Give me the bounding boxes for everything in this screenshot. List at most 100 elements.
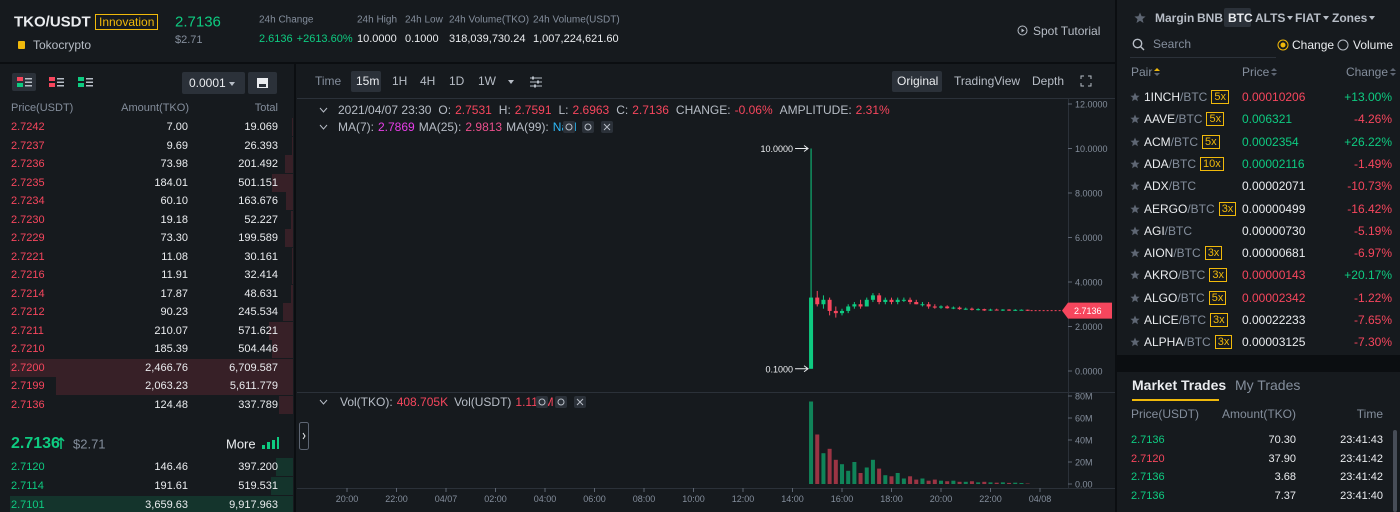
ohlc-time: 2021/04/07 23:30	[338, 103, 432, 117]
trade-price: 2.7136	[1131, 489, 1165, 502]
pair-cell[interactable]: AKRO/BTC 3x	[1144, 268, 1227, 283]
x-tick-label: 04:00	[534, 494, 557, 504]
ma-tool[interactable]	[563, 121, 575, 133]
pair-name: TKO/USDT	[14, 13, 91, 31]
column-header: Price(USDT)	[1131, 407, 1199, 421]
book-total: 519.531	[238, 480, 278, 492]
favorite-star[interactable]	[1130, 315, 1140, 325]
interval-button[interactable]: 4H	[420, 74, 436, 88]
indicator-settings[interactable]	[529, 75, 543, 88]
interval-button[interactable]: 1W	[478, 74, 496, 88]
book-price: 2.7211	[11, 324, 44, 337]
radio[interactable]	[1337, 39, 1349, 51]
favorite-star[interactable]	[1130, 270, 1140, 280]
volume-tool[interactable]	[574, 396, 586, 408]
trade-price: 2.7120	[1131, 452, 1165, 465]
trades-tab[interactable]: Market Trades	[1132, 377, 1227, 393]
search-underline	[1130, 57, 1276, 58]
favorites[interactable]	[1134, 12, 1146, 24]
pair-cell[interactable]: 1INCH/BTC 5x	[1144, 90, 1229, 104]
book-settings[interactable]	[248, 72, 277, 94]
ma-tool[interactable]	[582, 121, 594, 133]
ohlc-value: 2.7531	[455, 103, 492, 117]
interval-button[interactable]: 1H	[392, 74, 408, 88]
pair-change: -16.42%	[1347, 201, 1392, 216]
pair-cell[interactable]: ALGO/BTC 5x	[1144, 290, 1227, 305]
ma-tool[interactable]	[601, 121, 613, 133]
x-tick-label: 20:00	[930, 494, 953, 504]
favorite-star[interactable]	[1130, 337, 1140, 347]
market-tab[interactable]: FIAT	[1295, 11, 1321, 25]
radio-label[interactable]: Change	[1292, 38, 1335, 52]
interval-button[interactable]: 1D	[449, 74, 465, 88]
favorite-star[interactable]	[1130, 159, 1140, 169]
fullscreen[interactable]	[1080, 75, 1092, 87]
precision-select[interactable]	[182, 72, 245, 94]
column-header[interactable]: Pair	[1131, 65, 1153, 79]
pair-cell[interactable]: ADA/BTC 10x	[1144, 156, 1224, 171]
pair-cell[interactable]: AION/BTC 3x	[1144, 246, 1223, 261]
tutorial-icon[interactable]	[1017, 25, 1028, 36]
view-button[interactable]: Depth	[1032, 74, 1065, 88]
market-tab[interactable]: BTC	[1228, 11, 1253, 25]
book-layout-button[interactable]	[73, 73, 97, 91]
interval-more[interactable]	[507, 78, 517, 86]
pair-base: ADA	[1144, 156, 1169, 171]
view-button[interactable]: Original	[897, 74, 939, 88]
collapse-chevron[interactable]	[319, 124, 328, 130]
candle-body	[920, 304, 925, 306]
book-price: 2.7199	[11, 380, 45, 392]
favorite-star[interactable]	[1130, 181, 1140, 191]
depth-bar	[290, 210, 293, 229]
tutorial-link[interactable]: Spot Tutorial	[1033, 24, 1101, 38]
trades-tab[interactable]: My Trades	[1235, 377, 1301, 393]
more-link[interactable]: More	[226, 436, 256, 452]
pair-cell[interactable]: ADX/BTC	[1144, 179, 1196, 193]
volume-tick-label: 60M	[1075, 414, 1093, 424]
market-tab[interactable]: BNB	[1197, 11, 1223, 25]
pair-cell[interactable]: ALPHA/BTC 3x	[1144, 335, 1233, 350]
favorite-star[interactable]	[1130, 293, 1140, 303]
candle-body	[1013, 309, 1018, 311]
interval-button[interactable]: 15m	[356, 74, 380, 88]
favorite-star[interactable]	[1130, 92, 1140, 102]
radio-label[interactable]: Volume	[1353, 38, 1394, 52]
book-last-usd: $2.71	[73, 436, 106, 452]
column-header[interactable]: Change	[1345, 65, 1388, 79]
pair-cell[interactable]: ALICE/BTC 3x	[1144, 313, 1228, 327]
collapse-chevron[interactable]	[319, 399, 328, 405]
book-layout-button[interactable]	[12, 73, 36, 91]
book-layout-button[interactable]	[44, 73, 68, 91]
favorite-star[interactable]	[1130, 248, 1140, 258]
market-tab[interactable]: ALTS	[1255, 11, 1286, 25]
x-tick-label: 04/08	[1029, 494, 1052, 504]
column-header[interactable]: Price	[1242, 65, 1270, 79]
pair-cell[interactable]: AAVE/BTC 5x	[1144, 112, 1225, 127]
pair-base: ALPHA	[1144, 335, 1184, 350]
low-arrow	[795, 365, 809, 373]
market-tab[interactable]: Zones	[1332, 11, 1368, 25]
pair-cell[interactable]: AGI/BTC	[1144, 224, 1192, 238]
view-button[interactable]: TradingView	[954, 74, 1021, 88]
candle-body	[914, 302, 919, 305]
radio-selected[interactable]	[1277, 39, 1289, 51]
favorite-star[interactable]	[1130, 114, 1140, 124]
favorite-star[interactable]	[1130, 204, 1140, 214]
book-amount: 3,659.63	[145, 499, 188, 511]
leverage-badge: 5x	[1206, 112, 1225, 127]
collapse-chevron[interactable]	[319, 107, 328, 113]
volume-tool[interactable]	[555, 396, 567, 408]
volume-bar	[1000, 482, 1005, 484]
pair-cell[interactable]: ACM/BTC 5x	[1144, 134, 1220, 149]
search-input[interactable]: Search	[1153, 37, 1192, 51]
volume-tool[interactable]	[536, 396, 548, 408]
volume-bar	[889, 476, 894, 484]
favorite-star[interactable]	[1130, 137, 1140, 147]
pair-cell[interactable]: AERGO/BTC 3x	[1144, 201, 1237, 216]
ohlc-row: 2021/04/07 23:30 O: 2.7531 H: 2.7591 L: 2.6963…	[338, 103, 890, 117]
market-tab[interactable]: Margin	[1155, 11, 1195, 25]
leverage-badge: 5x	[1202, 134, 1220, 149]
favorite-star[interactable]	[1130, 226, 1140, 236]
panel-toggle[interactable]	[299, 422, 309, 450]
pair-quote: /BTC	[1175, 112, 1203, 127]
